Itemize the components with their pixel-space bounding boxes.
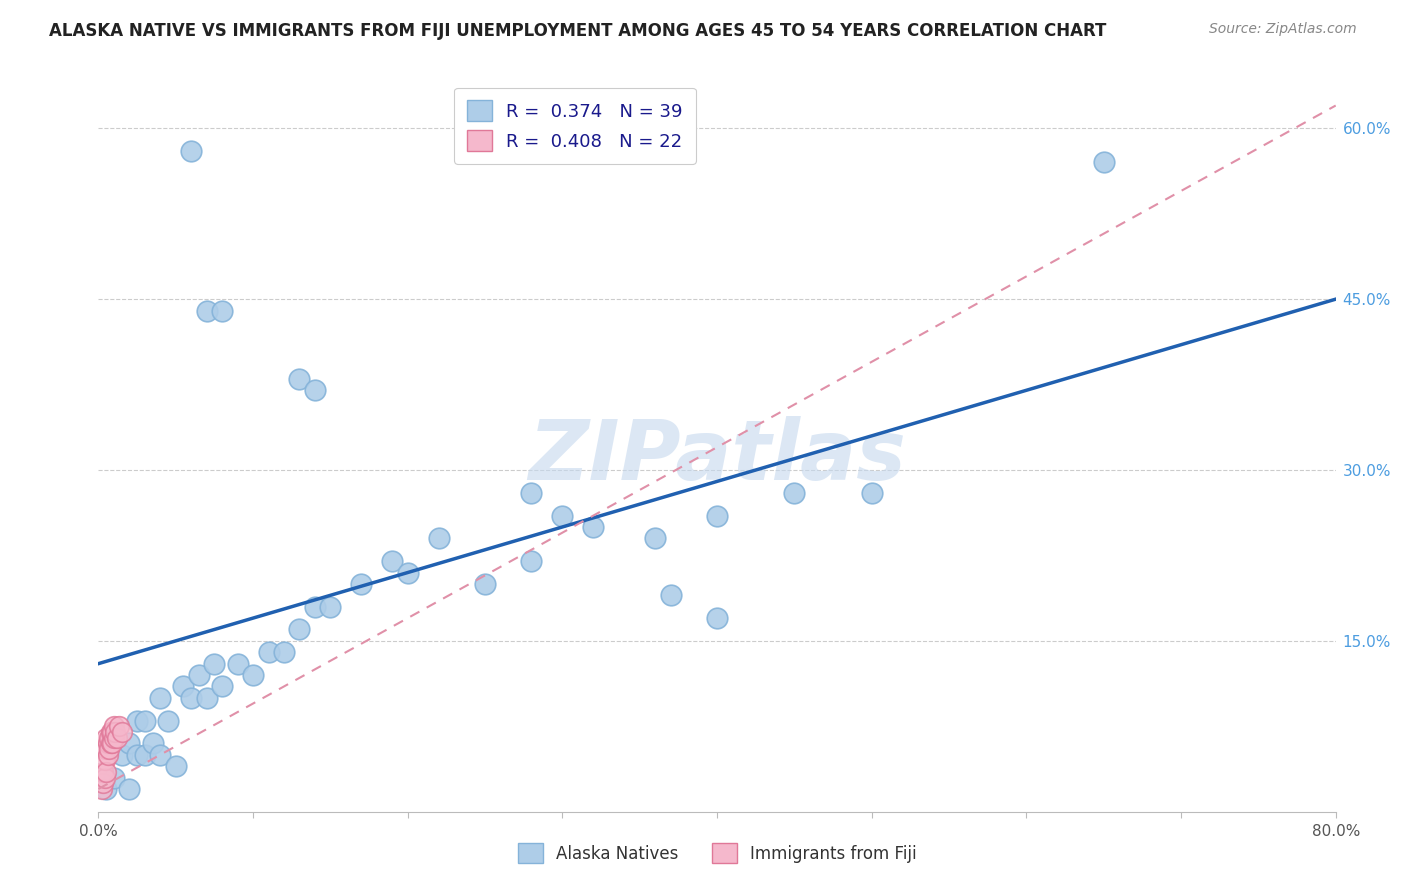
Point — [98, 731, 121, 745]
Point — [103, 731, 125, 745]
Point — [157, 714, 180, 728]
Point — [149, 690, 172, 705]
Point — [101, 736, 124, 750]
Point — [860, 485, 883, 500]
Point — [98, 742, 121, 756]
Text: Source: ZipAtlas.com: Source: ZipAtlas.com — [1209, 22, 1357, 37]
Point — [551, 508, 574, 523]
Legend: Alaska Natives, Immigrants from Fiji: Alaska Natives, Immigrants from Fiji — [510, 837, 924, 870]
Point — [319, 599, 342, 614]
Point — [659, 588, 682, 602]
Point — [93, 754, 115, 768]
Point — [1092, 155, 1115, 169]
Text: ZIPatlas: ZIPatlas — [529, 416, 905, 497]
Point — [204, 657, 226, 671]
Point — [582, 520, 605, 534]
Point — [783, 485, 806, 500]
Point — [96, 731, 118, 745]
Point — [195, 303, 218, 318]
Point — [195, 690, 218, 705]
Point — [97, 736, 120, 750]
Point — [149, 747, 172, 762]
Point — [105, 731, 128, 745]
Point — [304, 384, 326, 398]
Point — [91, 776, 114, 790]
Point — [111, 747, 132, 762]
Point — [188, 668, 211, 682]
Text: ALASKA NATIVE VS IMMIGRANTS FROM FIJI UNEMPLOYMENT AMONG AGES 45 TO 54 YEARS COR: ALASKA NATIVE VS IMMIGRANTS FROM FIJI UN… — [49, 22, 1107, 40]
Point — [242, 668, 264, 682]
Point — [165, 759, 187, 773]
Point — [107, 719, 129, 733]
Point — [90, 781, 112, 796]
Point — [134, 747, 156, 762]
Point — [520, 485, 543, 500]
Point — [474, 577, 496, 591]
Point — [141, 736, 165, 750]
Point — [350, 577, 373, 591]
Point — [706, 611, 728, 625]
Point — [381, 554, 404, 568]
Point — [91, 764, 114, 779]
Point — [134, 714, 156, 728]
Point — [118, 781, 141, 796]
Point — [97, 747, 120, 762]
Point — [100, 736, 122, 750]
Point — [172, 680, 194, 694]
Point — [180, 690, 202, 705]
Point — [288, 623, 311, 637]
Point — [103, 719, 125, 733]
Point — [257, 645, 280, 659]
Point — [127, 747, 149, 762]
Point — [706, 508, 728, 523]
Point — [396, 566, 419, 580]
Point — [226, 657, 249, 671]
Point — [211, 303, 233, 318]
Point — [273, 645, 295, 659]
Point — [111, 725, 132, 739]
Point — [304, 599, 326, 614]
Point — [101, 725, 124, 739]
Point — [93, 771, 115, 785]
Point — [127, 714, 149, 728]
Point — [118, 736, 141, 750]
Point — [644, 532, 666, 546]
Point — [427, 532, 450, 546]
Point — [96, 781, 118, 796]
Point — [96, 742, 118, 756]
Point — [96, 764, 118, 779]
Point — [180, 144, 202, 158]
Point — [520, 554, 543, 568]
Point — [100, 725, 122, 739]
Point — [211, 680, 233, 694]
Point — [288, 372, 311, 386]
Point — [103, 771, 125, 785]
Point — [104, 725, 127, 739]
